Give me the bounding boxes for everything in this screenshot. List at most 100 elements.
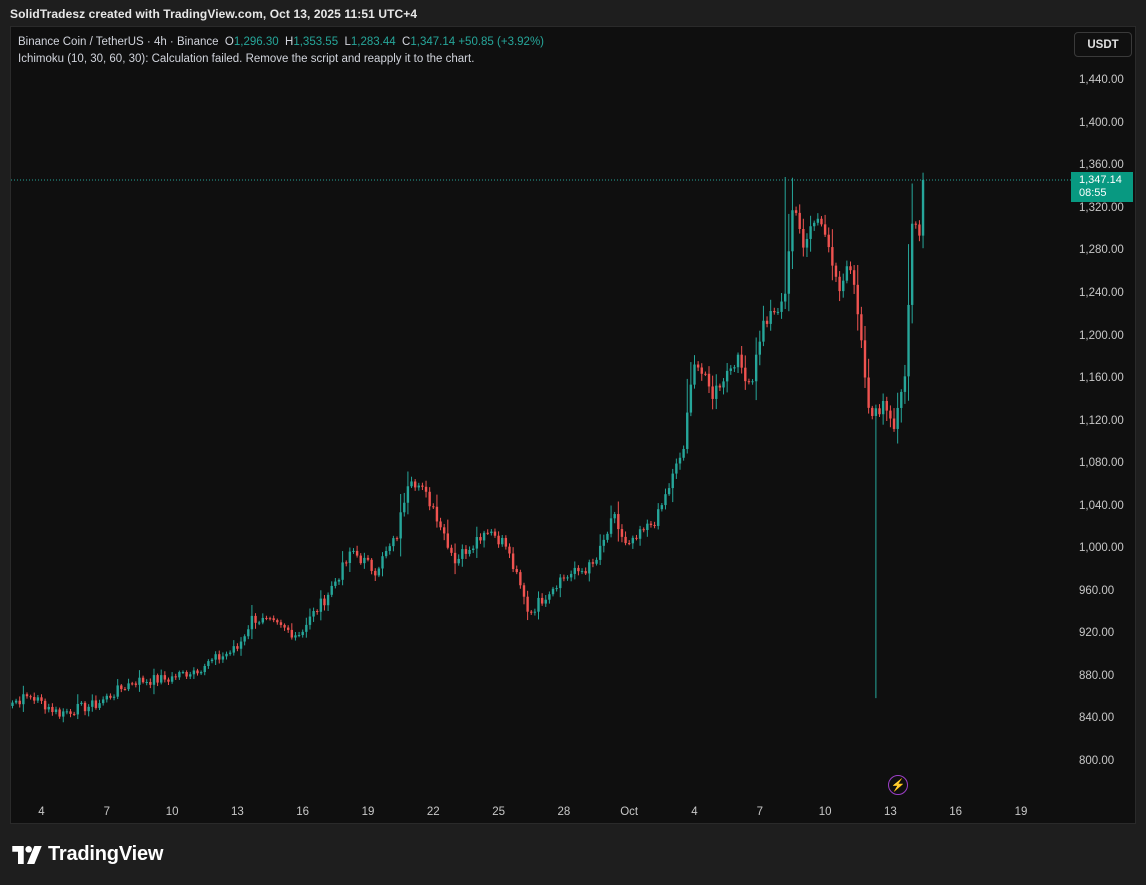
candle-body — [120, 685, 123, 690]
candle — [399, 494, 402, 557]
candle — [112, 694, 116, 701]
candle — [130, 681, 134, 686]
candle-body — [628, 543, 631, 545]
candle-body — [490, 531, 493, 534]
candle-body — [98, 703, 101, 708]
candle-body — [316, 611, 319, 613]
close-label: C — [402, 36, 411, 48]
candle-body — [900, 391, 903, 408]
candle — [192, 667, 196, 679]
candle — [704, 371, 707, 377]
candle-body — [435, 506, 439, 522]
currency-button[interactable]: USDT — [1074, 32, 1132, 57]
candle-body — [522, 585, 526, 597]
candle — [675, 458, 678, 479]
candle — [504, 535, 508, 550]
candle — [479, 533, 482, 544]
candle — [428, 487, 431, 511]
candle — [395, 536, 399, 542]
candle — [388, 543, 391, 555]
candle — [413, 479, 417, 491]
candle-body — [820, 218, 823, 225]
candle — [207, 659, 210, 669]
candle — [602, 534, 606, 553]
candle-body — [413, 481, 417, 488]
candle-body — [286, 627, 290, 630]
candle — [374, 568, 377, 582]
candle — [562, 574, 566, 582]
candle — [787, 213, 791, 312]
candle — [417, 482, 420, 491]
candle — [823, 214, 827, 238]
candle — [83, 701, 87, 716]
candle-body — [47, 706, 50, 710]
candle — [457, 554, 460, 566]
candle-body — [798, 212, 801, 229]
candle — [424, 480, 428, 498]
candle — [203, 663, 206, 676]
symbol-title[interactable]: Binance Coin / TetherUS · 4h · Binance — [18, 36, 219, 48]
candle — [754, 337, 758, 401]
candle-body — [751, 381, 754, 383]
candle — [123, 686, 127, 691]
time-tick-label: 19 — [1014, 806, 1028, 818]
candle-body — [555, 588, 558, 590]
indicator-error-message[interactable]: Ichimoku (10, 30, 60, 30): Calculation f… — [18, 53, 475, 65]
candle-body — [537, 597, 540, 612]
high-label: H — [285, 36, 294, 48]
candle — [620, 524, 624, 543]
candle — [80, 701, 83, 706]
candle-body — [667, 488, 671, 495]
candle-body — [707, 373, 711, 387]
candle-body — [613, 514, 616, 519]
candle — [548, 591, 551, 604]
candle-body — [526, 596, 529, 612]
candle — [584, 567, 587, 575]
candle-body — [889, 410, 892, 419]
lightning-icon[interactable]: ⚡ — [888, 775, 908, 795]
candle-body — [845, 266, 849, 281]
low-label: L — [344, 36, 351, 48]
candle-body — [156, 675, 159, 683]
candle — [834, 262, 838, 282]
chart-frame[interactable]: Binance Coin / TetherUS · 4h · Binance O… — [10, 26, 1136, 824]
candle-body — [664, 494, 667, 506]
candle-body — [265, 617, 268, 619]
time-tick-label: 25 — [492, 806, 505, 818]
candle-body — [366, 557, 370, 560]
candle-body — [62, 711, 65, 717]
top-bar: SolidTradesz created with TradingView.co… — [0, 0, 1146, 26]
candle-body — [551, 588, 555, 595]
candle-body — [54, 709, 58, 713]
candle-body — [921, 179, 925, 236]
candle-body — [199, 672, 203, 674]
price-tick-label: 920.00 — [1079, 627, 1115, 640]
candle — [76, 694, 79, 720]
candle — [860, 306, 863, 348]
candle — [490, 529, 493, 536]
candlestick-chart[interactable] — [11, 27, 1136, 824]
candle-body — [871, 407, 874, 416]
candle-body — [831, 247, 834, 266]
candle-body — [696, 364, 700, 368]
candle-body — [395, 538, 399, 540]
candle — [914, 221, 917, 229]
candle — [257, 620, 261, 626]
candle — [526, 590, 529, 621]
candle-body — [649, 523, 653, 525]
candle — [22, 685, 25, 712]
candle — [802, 218, 805, 257]
candle — [805, 233, 809, 257]
candle-body — [783, 293, 787, 302]
candle — [628, 540, 631, 546]
candle — [214, 651, 217, 666]
candle — [809, 215, 812, 252]
candle — [649, 520, 653, 528]
candle — [345, 560, 348, 567]
candle — [105, 693, 108, 703]
candle — [736, 352, 740, 373]
candle-body — [290, 629, 294, 638]
candle — [65, 708, 69, 715]
candle-body — [856, 284, 859, 315]
high-value: 1,353.55 — [293, 36, 339, 48]
